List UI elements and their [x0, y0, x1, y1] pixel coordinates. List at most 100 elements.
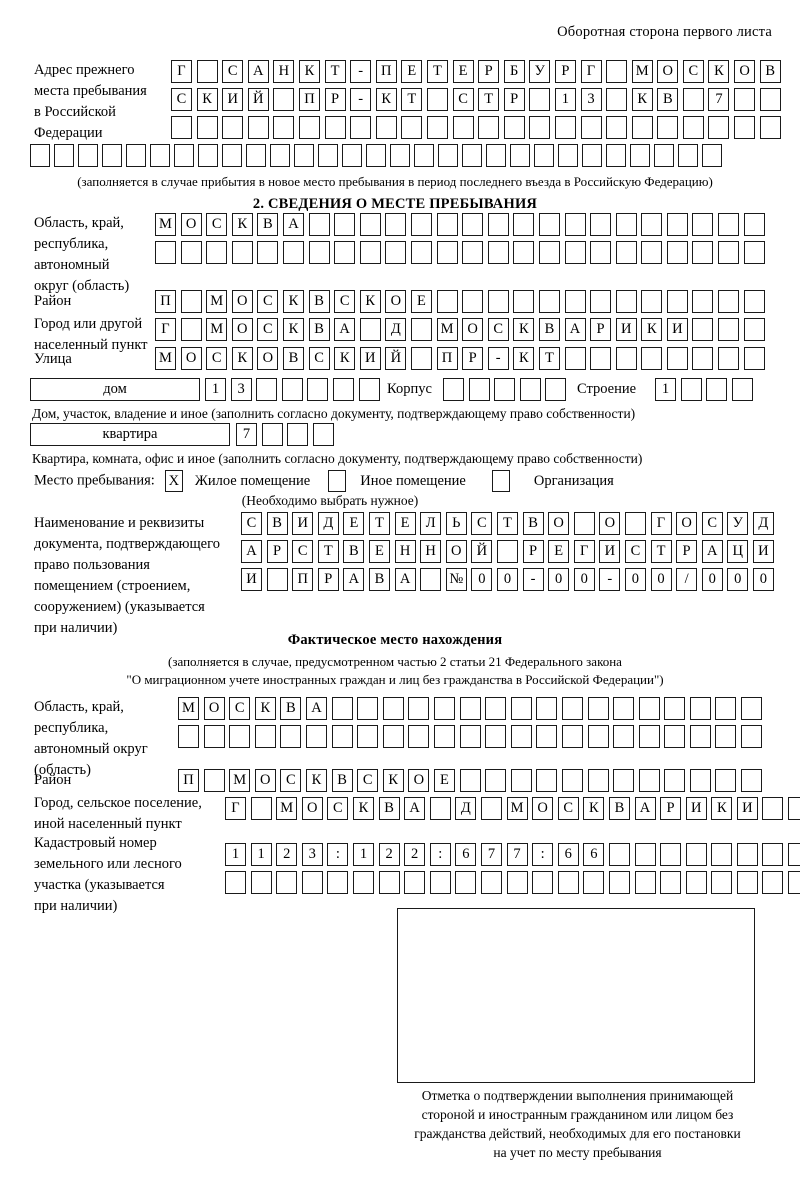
region-cell[interactable]: [743, 213, 765, 236]
prev-address-cell[interactable]: [222, 116, 244, 139]
cadastral-cell[interactable]: [660, 843, 682, 866]
document-cell[interactable]: С: [471, 512, 493, 535]
street-cell[interactable]: К: [231, 347, 253, 370]
prev-address-cell[interactable]: [582, 144, 602, 167]
document-cell[interactable]: И: [241, 568, 262, 591]
document-cell[interactable]: 0: [650, 568, 672, 591]
district-cell[interactable]: П: [155, 290, 176, 313]
document-cell[interactable]: [420, 568, 442, 591]
cadastral-cell[interactable]: [685, 871, 707, 894]
stroenie-cell[interactable]: [731, 378, 753, 401]
city-cell[interactable]: [743, 318, 765, 341]
region-cell[interactable]: [180, 241, 202, 264]
actual-region-cell[interactable]: [561, 697, 583, 720]
actual-district-cell[interactable]: [561, 769, 583, 792]
actual-region-cell[interactable]: [485, 725, 507, 748]
region-cell[interactable]: [359, 213, 381, 236]
document-cell[interactable]: И: [599, 540, 621, 563]
prev-address-cell[interactable]: [759, 88, 781, 111]
city-cell[interactable]: В: [538, 318, 560, 341]
actual-region-cell[interactable]: [254, 725, 276, 748]
prev-address-cell[interactable]: [702, 144, 722, 167]
prev-address-cell[interactable]: М: [631, 60, 653, 83]
cadastral-cell[interactable]: [301, 871, 323, 894]
district-cell[interactable]: [487, 290, 509, 313]
street-cell[interactable]: [743, 347, 765, 370]
actual-region-cell[interactable]: К: [254, 697, 276, 720]
actual-region-cell[interactable]: [715, 697, 737, 720]
document-cell[interactable]: О: [445, 540, 467, 563]
district-cell[interactable]: В: [308, 290, 330, 313]
actual-city-cell[interactable]: К: [352, 797, 374, 820]
street-cell[interactable]: С: [308, 347, 330, 370]
cadastral-cell[interactable]: [327, 871, 349, 894]
prev-address-cell[interactable]: [247, 116, 269, 139]
region-cell[interactable]: [718, 213, 740, 236]
prev-address-cell[interactable]: А: [247, 60, 269, 83]
prev-address-cell[interactable]: [606, 116, 628, 139]
actual-district-cell[interactable]: [510, 769, 532, 792]
cadastral-cell[interactable]: 3: [301, 843, 323, 866]
document-cell[interactable]: Е: [368, 540, 390, 563]
actual-district-cell[interactable]: [664, 769, 686, 792]
prev-address-cell[interactable]: [503, 116, 525, 139]
actual-region-row-2[interactable]: [178, 725, 763, 748]
district-cell[interactable]: [180, 290, 202, 313]
prev-address-cell[interactable]: Т: [478, 88, 500, 111]
prev-address-cell[interactable]: Р: [324, 88, 346, 111]
prev-address-cell[interactable]: [606, 88, 628, 111]
korpus-row[interactable]: [443, 378, 567, 401]
actual-city-cell[interactable]: С: [327, 797, 349, 820]
actual-region-cell[interactable]: [510, 725, 532, 748]
cadastral-cell[interactable]: 1: [352, 843, 374, 866]
prev-address-cell[interactable]: И: [222, 88, 244, 111]
region-cell[interactable]: [155, 241, 176, 264]
prev-address-cell[interactable]: -: [350, 88, 372, 111]
actual-region-cell[interactable]: М: [178, 697, 199, 720]
house-cell[interactable]: [307, 378, 329, 401]
flat-cell[interactable]: [287, 423, 309, 446]
prev-address-cell[interactable]: В: [657, 88, 679, 111]
street-cell[interactable]: О: [257, 347, 279, 370]
house-cell[interactable]: 1: [205, 378, 226, 401]
actual-region-cell[interactable]: [741, 697, 763, 720]
district-cell[interactable]: Е: [410, 290, 432, 313]
document-cell[interactable]: Т: [650, 540, 672, 563]
prev-address-cell[interactable]: [198, 144, 218, 167]
cadastral-cell[interactable]: [762, 843, 784, 866]
street-cell[interactable]: [564, 347, 586, 370]
cadastral-cell[interactable]: 2: [404, 843, 426, 866]
cadastral-cell[interactable]: [532, 871, 554, 894]
document-cell[interactable]: 0: [471, 568, 493, 591]
actual-region-cell[interactable]: [536, 697, 558, 720]
document-cell[interactable]: Й: [471, 540, 493, 563]
cadastral-cell[interactable]: [557, 871, 579, 894]
city-cell[interactable]: Г: [155, 318, 176, 341]
document-cell[interactable]: 0: [548, 568, 570, 591]
actual-district-cell[interactable]: Е: [433, 769, 455, 792]
street-cell[interactable]: [692, 347, 714, 370]
prev-address-cell[interactable]: Т: [401, 88, 423, 111]
region-cell[interactable]: [590, 241, 612, 264]
actual-region-cell[interactable]: [689, 697, 711, 720]
prev-address-cell[interactable]: [708, 116, 730, 139]
prev-address-cell[interactable]: [426, 88, 448, 111]
actual-region-cell[interactable]: [280, 725, 302, 748]
prev-address-cell[interactable]: Е: [401, 60, 423, 83]
actual-district-cell[interactable]: К: [305, 769, 327, 792]
actual-region-cell[interactable]: [510, 697, 532, 720]
region-cell[interactable]: [257, 241, 279, 264]
prev-address-cell[interactable]: [126, 144, 146, 167]
prev-address-cell[interactable]: Т: [426, 60, 448, 83]
prev-address-cell[interactable]: К: [708, 60, 730, 83]
cadastral-row-2[interactable]: [225, 871, 800, 894]
district-cell[interactable]: К: [359, 290, 381, 313]
prev-address-cell[interactable]: [682, 88, 704, 111]
actual-region-cell[interactable]: [536, 725, 558, 748]
cadastral-cell[interactable]: [429, 871, 451, 894]
prev-address-cell[interactable]: [678, 144, 698, 167]
region-cell[interactable]: [206, 241, 228, 264]
cadastral-cell[interactable]: 2: [276, 843, 298, 866]
